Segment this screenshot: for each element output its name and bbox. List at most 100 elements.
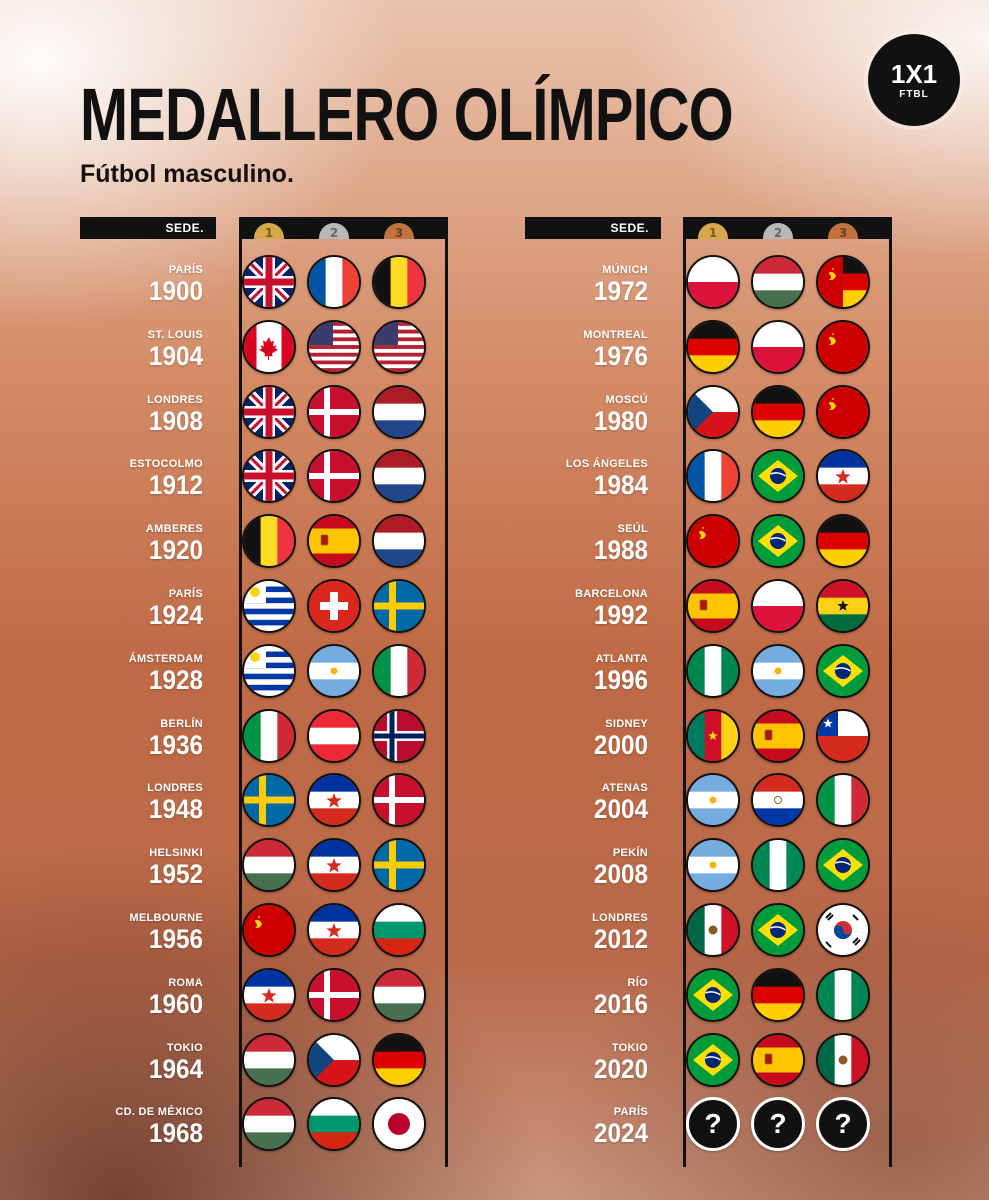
- host-edition: TOKIO 2020: [458, 1042, 648, 1083]
- host-city: CD. DE MÉXICO: [115, 1106, 203, 1119]
- host-year: 1952: [148, 859, 203, 890]
- host-year: 2000: [593, 729, 648, 760]
- host-edition: LONDRES 1948: [13, 782, 203, 823]
- argentina-flag-icon: [686, 838, 740, 893]
- host-edition: PARÍS 2024: [458, 1106, 648, 1147]
- bronze-medal-icon: 3: [384, 223, 414, 239]
- spain-flag-icon: [307, 514, 361, 569]
- germany-flag-icon: [372, 1032, 426, 1087]
- denmark-flag-icon: [307, 384, 361, 439]
- belgium-flag-icon: [372, 255, 426, 309]
- host-city: MONTREAL: [583, 328, 648, 341]
- page-title: MEDALLERO OLÍMPICO: [80, 73, 734, 156]
- host-edition: MÚNICH 1972: [458, 264, 648, 305]
- gold-medal-icon: 1: [254, 223, 284, 239]
- ussr-flag-icon: [816, 384, 870, 439]
- cameroon-flag-icon: [686, 708, 740, 763]
- host-edition: MELBOURNE 1956: [13, 912, 203, 953]
- poland-flag-icon: [686, 255, 740, 309]
- host-city: SIDNEY: [605, 717, 648, 730]
- hungary-flag-icon: [242, 838, 296, 893]
- host-edition: MOSCÚ 1980: [458, 394, 648, 435]
- brazil-flag-icon: [816, 643, 870, 698]
- host-year: 1976: [593, 340, 648, 371]
- host-city: SEÚL: [617, 523, 648, 536]
- unknown-medal-icon: ?: [816, 1097, 870, 1152]
- france-flag-icon: [686, 449, 740, 504]
- host-year: 1936: [148, 729, 203, 760]
- netherlands-flag-icon: [372, 384, 426, 439]
- host-edition: AMBERES 1920: [13, 523, 203, 564]
- mexico-flag-icon: [816, 1032, 870, 1087]
- silver-medal-icon: 2: [319, 223, 349, 239]
- host-year: 1928: [148, 664, 203, 695]
- belgium-flag-icon: [242, 514, 296, 569]
- host-edition: HELSINKI 1952: [13, 847, 203, 888]
- czechoslovakia-flag-icon: [686, 384, 740, 439]
- usa-flag-icon: [307, 319, 361, 374]
- medal-header: 1 2 3: [686, 217, 892, 239]
- host-city: MOSCÚ: [605, 393, 648, 406]
- nigeria-flag-icon: [816, 967, 870, 1022]
- column-divider: [239, 217, 242, 1167]
- host-edition: ESTOCOLMO 1912: [13, 458, 203, 499]
- host-city: ST. LOUIS: [147, 328, 203, 341]
- italy-flag-icon: [242, 708, 296, 763]
- sweden-flag-icon: [372, 579, 426, 633]
- host-year: 1972: [593, 276, 648, 306]
- host-city: HELSINKI: [149, 847, 203, 860]
- italy-flag-icon: [816, 773, 870, 828]
- canada-flag-icon: [242, 319, 296, 374]
- host-year: 2012: [593, 924, 648, 954]
- host-city: PARÍS: [613, 1106, 648, 1119]
- host-edition: TOKIO 1964: [13, 1042, 203, 1083]
- ussr-flag-icon: [242, 903, 296, 957]
- argentina-flag-icon: [686, 773, 740, 828]
- host-year: 1904: [148, 340, 203, 371]
- host-year: 1908: [148, 405, 203, 436]
- host-edition: PARÍS 1924: [13, 588, 203, 629]
- host-city: ÁMSTERDAM: [128, 652, 203, 665]
- sede-header: SEDE.: [80, 217, 216, 239]
- host-city: ATENAS: [601, 782, 648, 795]
- column-divider: [683, 217, 686, 1167]
- host-edition: CD. DE MÉXICO 1968: [13, 1106, 203, 1147]
- host-year: 2024: [593, 1118, 648, 1149]
- norway-flag-icon: [372, 708, 426, 763]
- unknown-medal-icon: ?: [686, 1097, 740, 1152]
- yugoslavia-flag-icon: [816, 449, 870, 504]
- host-edition: ATENAS 2004: [458, 782, 648, 823]
- poland-flag-icon: [751, 579, 805, 633]
- unknown-medal-icon: ?: [751, 1097, 805, 1152]
- host-city: PARÍS: [168, 588, 203, 600]
- host-edition: LOS ÁNGELES 1984: [458, 458, 648, 499]
- denmark-flag-icon: [372, 773, 426, 828]
- host-city: TOKIO: [166, 1041, 203, 1054]
- italy-flag-icon: [372, 643, 426, 698]
- page-subtitle: Fútbol masculino.: [80, 160, 294, 188]
- medal-header: 1 2 3: [242, 217, 448, 239]
- host-edition: ROMA 1960: [13, 977, 203, 1018]
- ussr-gdr-flag-icon: [816, 255, 870, 309]
- hungary-flag-icon: [242, 1097, 296, 1152]
- germany-flag-icon: [816, 514, 870, 569]
- yugoslavia-flag-icon: [307, 838, 361, 893]
- spain-flag-icon: [751, 708, 805, 763]
- denmark-flag-icon: [307, 449, 361, 504]
- host-edition: PARÍS 1900: [13, 264, 203, 305]
- host-year: 2020: [593, 1053, 648, 1084]
- denmark-flag-icon: [307, 967, 361, 1022]
- host-year: 1980: [593, 405, 648, 436]
- uk-flag-icon: [242, 255, 296, 309]
- host-city: TOKIO: [611, 1041, 648, 1054]
- host-city: BERLÍN: [160, 717, 203, 730]
- host-edition: BERLÍN 1936: [13, 718, 203, 759]
- uruguay-flag-icon: [242, 579, 296, 633]
- host-edition: RÍO 2016: [458, 977, 648, 1018]
- host-year: 2008: [593, 859, 648, 890]
- hungary-flag-icon: [242, 1032, 296, 1087]
- host-edition: MONTREAL 1976: [458, 329, 648, 370]
- argentina-flag-icon: [307, 643, 361, 698]
- france-flag-icon: [307, 255, 361, 309]
- ussr-flag-icon: [816, 319, 870, 374]
